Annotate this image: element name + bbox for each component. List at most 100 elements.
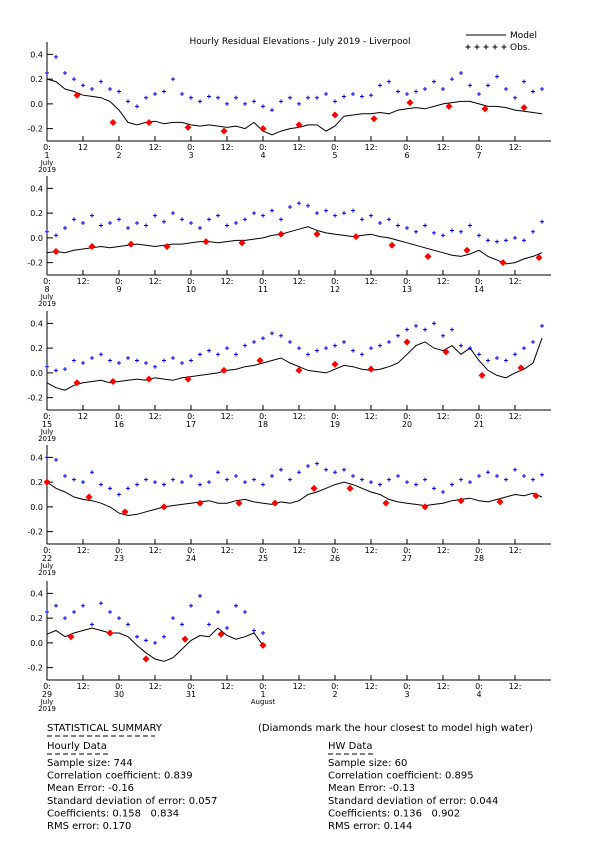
- legend-obs: [465, 44, 471, 50]
- obs-point: [405, 225, 409, 230]
- obs-point: [252, 628, 256, 633]
- day-label: 1: [44, 151, 49, 160]
- obs-point: [153, 640, 157, 645]
- y-tick-label: 0.4: [30, 184, 43, 193]
- obs-point: [117, 360, 121, 365]
- hw-diamond: [295, 366, 303, 374]
- hw-diamond: [310, 484, 318, 492]
- obs-point: [468, 346, 472, 351]
- x-tick-label: 12:: [293, 277, 306, 286]
- y-tick-label: 0.4: [30, 453, 43, 462]
- hw-diamond: [184, 123, 192, 131]
- day-label: 31: [186, 690, 196, 699]
- obs-point: [297, 470, 301, 475]
- obs-point: [531, 339, 535, 344]
- x-tick-label: 0:: [259, 546, 267, 555]
- obs-point: [351, 91, 355, 96]
- hw-diamond: [196, 499, 204, 507]
- x-tick-label: 12:: [293, 682, 306, 691]
- obs-point: [414, 229, 418, 234]
- year-label: 2019: [38, 166, 56, 174]
- obs-point: [108, 87, 112, 92]
- x-tick-label: 0:: [115, 546, 123, 555]
- obs-point: [162, 358, 166, 363]
- x-tick-label: 12:: [365, 277, 378, 286]
- obs-point: [261, 336, 265, 341]
- hw-diamond: [403, 338, 411, 346]
- hw-diamond: [259, 125, 267, 133]
- obs-point: [171, 211, 175, 216]
- hw-diamond: [121, 508, 129, 516]
- obs-point: [270, 473, 274, 478]
- obs-point: [72, 609, 76, 614]
- obs-point: [180, 91, 184, 96]
- y-tick-label: 0.0: [30, 503, 43, 512]
- x-tick-label: 0:: [115, 682, 123, 691]
- obs-point: [360, 217, 364, 222]
- obs-point: [495, 239, 499, 244]
- obs-point: [216, 213, 220, 218]
- obs-point: [243, 101, 247, 106]
- y-tick-label: -0.2: [27, 664, 43, 673]
- x-tick-label: 12:: [509, 682, 522, 691]
- obs-point: [486, 358, 490, 363]
- obs-point: [243, 480, 247, 485]
- obs-point: [342, 339, 346, 344]
- x-tick-label: 0:: [331, 143, 339, 152]
- x-tick-label: 12:: [509, 546, 522, 555]
- obs-point: [333, 99, 337, 104]
- hw-diamond: [106, 629, 114, 637]
- obs-point: [45, 455, 49, 460]
- legend-obs: [483, 44, 489, 50]
- day-label: 2: [332, 690, 337, 699]
- obs-point: [333, 470, 337, 475]
- obs-point: [72, 477, 76, 482]
- obs-point: [504, 238, 508, 243]
- obs-point: [261, 213, 265, 218]
- obs-point: [270, 208, 274, 213]
- day-label: 23: [114, 554, 124, 563]
- day-label: 13: [402, 285, 412, 294]
- summary-line: Correlation coefficient: 0.839: [47, 771, 193, 782]
- x-tick-label: 0:: [331, 412, 339, 421]
- obs-point: [459, 477, 463, 482]
- obs-point: [180, 360, 184, 365]
- obs-point: [324, 467, 328, 472]
- obs-point: [270, 331, 274, 336]
- hw-diamond: [181, 635, 189, 643]
- obs-point: [423, 327, 427, 332]
- obs-point: [81, 360, 85, 365]
- obs-point: [216, 95, 220, 100]
- obs-point: [207, 348, 211, 353]
- obs-point: [135, 221, 139, 226]
- obs-point: [324, 208, 328, 213]
- obs-point: [432, 321, 436, 326]
- hw-diamond: [52, 247, 60, 255]
- obs-point: [531, 229, 535, 234]
- obs-point: [531, 89, 535, 94]
- month-label: July: [40, 428, 54, 436]
- month-label: July: [40, 562, 54, 570]
- obs-point: [135, 482, 139, 487]
- obs-point: [216, 609, 220, 614]
- obs-point: [99, 223, 103, 228]
- obs-point: [234, 603, 238, 608]
- obs-point: [225, 626, 229, 631]
- day-label: 11: [258, 285, 268, 294]
- obs-point: [252, 99, 256, 104]
- hw-diamond: [88, 243, 96, 251]
- year-label: 2019: [38, 569, 56, 577]
- y-tick-label: 0.0: [30, 369, 43, 378]
- obs-point: [144, 360, 148, 365]
- obs-point: [117, 616, 121, 621]
- obs-point: [297, 346, 301, 351]
- y-tick-label: 0.0: [30, 234, 43, 243]
- hw-diamond: [73, 91, 81, 99]
- x-tick-label: 12:: [437, 682, 450, 691]
- hw-diamond: [277, 230, 285, 238]
- legend-obs: [492, 44, 498, 50]
- y-tick-label: 0.0: [30, 100, 43, 109]
- obs-point: [54, 603, 58, 608]
- y-tick-label: 0.4: [30, 50, 43, 59]
- day-label: 1: [260, 690, 265, 699]
